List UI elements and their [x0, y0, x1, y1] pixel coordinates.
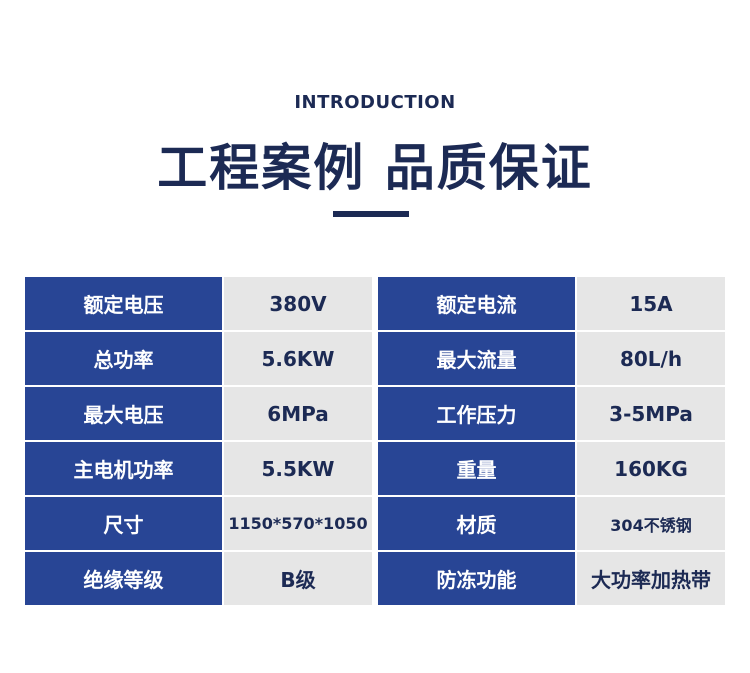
spec-value: 304不锈钢: [577, 497, 725, 550]
spec-value: 380V: [224, 277, 372, 330]
spec-label: 防冻功能: [378, 552, 575, 605]
spec-label: 主电机功率: [25, 442, 222, 495]
spec-label: 额定电压: [25, 277, 222, 330]
spec-label: 重量: [378, 442, 575, 495]
spec-label: 工作压力: [378, 387, 575, 440]
table-row: 额定电压 380V: [25, 277, 372, 330]
spec-value: 3-5MPa: [577, 387, 725, 440]
spec-table-right: 额定电流 15A 最大流量 80L/h 工作压力 3-5MPa 重量 160KG 材质 3…: [378, 277, 725, 607]
table-row: 材质 304不锈钢: [378, 497, 725, 550]
spec-label: 绝缘等级: [25, 552, 222, 605]
table-row: 最大流量 80L/h: [378, 332, 725, 385]
spec-label: 材质: [378, 497, 575, 550]
table-row: 主电机功率 5.5KW: [25, 442, 372, 495]
spec-value: 1150*570*1050: [224, 497, 372, 550]
spec-value: 大功率加热带: [577, 552, 725, 605]
spec-value: 15A: [577, 277, 725, 330]
table-row: 最大电压 6MPa: [25, 387, 372, 440]
spec-value: 6MPa: [224, 387, 372, 440]
spec-value: 80L/h: [577, 332, 725, 385]
spec-label: 尺寸: [25, 497, 222, 550]
table-row: 总功率 5.6KW: [25, 332, 372, 385]
spec-label: 最大流量: [378, 332, 575, 385]
spec-table-left: 额定电压 380V 总功率 5.6KW 最大电压 6MPa 主电机功率 5.5KW 尺寸…: [25, 277, 372, 607]
table-row: 重量 160KG: [378, 442, 725, 495]
spec-value: B级: [224, 552, 372, 605]
title-divider: [333, 211, 409, 217]
spec-label: 总功率: [25, 332, 222, 385]
section-subtitle: INTRODUCTION: [294, 92, 456, 113]
table-row: 尺寸 1150*570*1050: [25, 497, 372, 550]
table-row: 防冻功能 大功率加热带: [378, 552, 725, 605]
spec-label: 额定电流: [378, 277, 575, 330]
table-row: 额定电流 15A: [378, 277, 725, 330]
spec-value: 5.6KW: [224, 332, 372, 385]
spec-value: 160KG: [577, 442, 725, 495]
table-row: 绝缘等级 B级: [25, 552, 372, 605]
spec-label: 最大电压: [25, 387, 222, 440]
table-row: 工作压力 3-5MPa: [378, 387, 725, 440]
page-title: 工程案例 品质保证: [157, 139, 593, 197]
spec-value: 5.5KW: [224, 442, 372, 495]
